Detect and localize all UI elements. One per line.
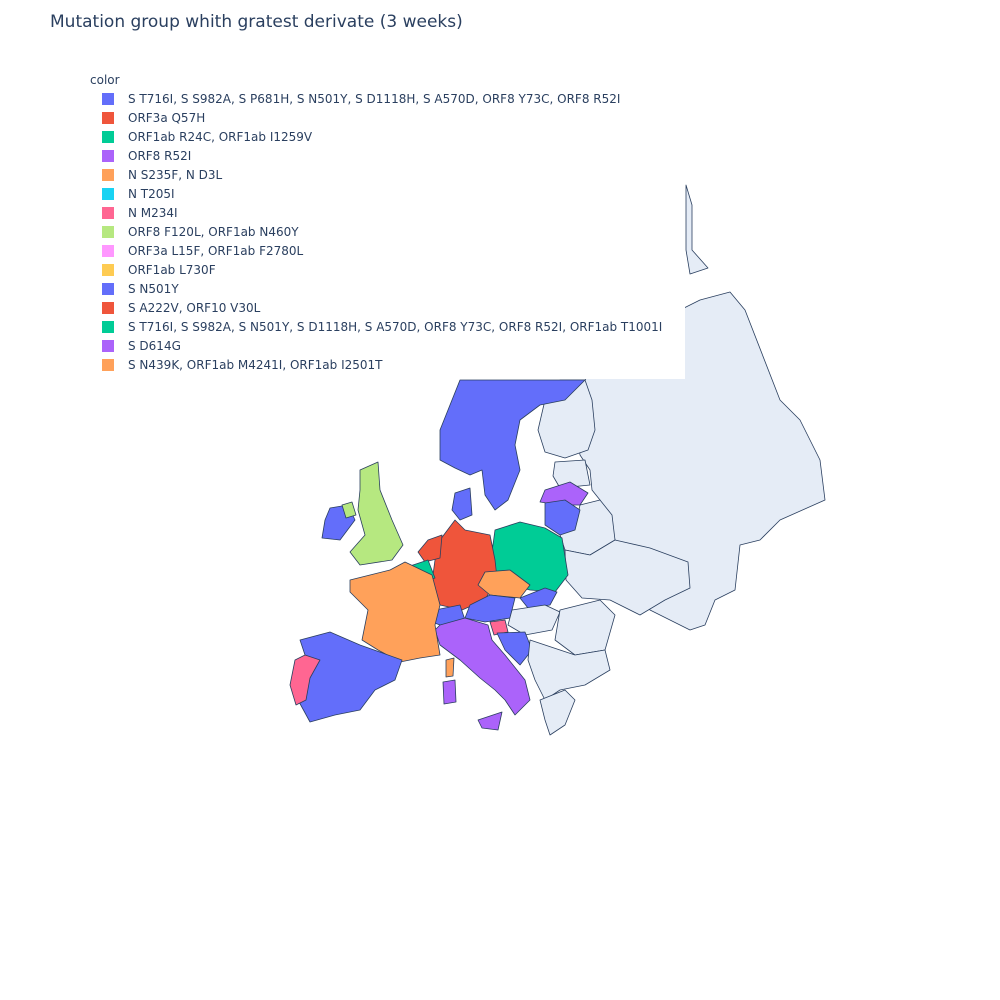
country-croatia[interactable]: [496, 631, 533, 666]
country-denmark[interactable]: [451, 487, 473, 521]
legend-item[interactable]: S A222V, ORF10 V30L: [102, 298, 260, 317]
country-sicily[interactable]: [477, 711, 503, 731]
legend-item[interactable]: S T716I, S S982A, S N501Y, S D1118H, S A…: [102, 317, 662, 336]
legend-label: ORF8 R52I: [128, 148, 192, 163]
legend-swatch: [102, 168, 114, 181]
legend-item[interactable]: N S235F, N D3L: [102, 165, 222, 184]
legend-swatch: [102, 339, 114, 352]
legend-label: ORF8 F120L, ORF1ab N460Y: [128, 224, 299, 239]
legend-swatch: [102, 263, 114, 276]
country-france[interactable]: [349, 561, 441, 663]
legend-label: S A222V, ORF10 V30L: [128, 300, 261, 315]
legend-swatch: [102, 92, 114, 105]
legend-item[interactable]: N T205I: [102, 184, 175, 203]
legend-label: ORF3a L15F, ORF1ab F2780L: [128, 243, 304, 258]
legend-swatch: [102, 111, 114, 124]
legend-item[interactable]: ORF8 F120L, ORF1ab N460Y: [102, 222, 299, 241]
country-slovenia[interactable]: [489, 619, 509, 636]
legend-swatch: [102, 225, 114, 238]
country-balkans[interactable]: [527, 639, 611, 701]
legend-label: ORF1ab L730F: [128, 262, 216, 277]
legend[interactable]: color S T716I, S S982A, S P681H, S N501Y…: [85, 68, 685, 379]
legend-title: color: [90, 73, 120, 87]
legend-swatch: [102, 358, 114, 371]
legend-item[interactable]: ORF3a L15F, ORF1ab F2780L: [102, 241, 303, 260]
country-northern-ireland[interactable]: [341, 501, 357, 519]
country-italy[interactable]: [434, 617, 531, 716]
country-portugal[interactable]: [289, 654, 321, 706]
legend-label: N T205I: [128, 186, 175, 201]
country-netherlands[interactable]: [417, 534, 443, 563]
legend-label: S T716I, S S982A, S N501Y, S D1118H, S A…: [128, 319, 663, 334]
legend-item[interactable]: ORF1ab L730F: [102, 260, 216, 279]
legend-label: ORF1ab R24C, ORF1ab I1259V: [128, 129, 313, 144]
legend-label: N M234I: [128, 205, 178, 220]
legend-item[interactable]: S D614G: [102, 336, 181, 355]
country-kaliningrad-ly[interactable]: [544, 499, 581, 536]
country-slovakia[interactable]: [519, 587, 558, 609]
legend-swatch: [102, 282, 114, 295]
legend-item[interactable]: ORF3a Q57H: [102, 108, 205, 127]
country-scandinavia[interactable]: [439, 379, 586, 511]
country-lithuania[interactable]: [539, 481, 589, 506]
legend-item[interactable]: S N501Y: [102, 279, 179, 298]
country-novaya-zemlya[interactable]: [685, 184, 709, 275]
legend-swatch: [102, 187, 114, 200]
country-corsica[interactable]: [445, 657, 455, 678]
country-romania[interactable]: [554, 599, 616, 656]
legend-swatch: [102, 244, 114, 257]
legend-swatch: [102, 206, 114, 219]
legend-label: S T716I, S S982A, S P681H, S N501Y, S D1…: [128, 91, 621, 106]
legend-label: N S235F, N D3L: [128, 167, 223, 182]
country-greece[interactable]: [539, 689, 576, 736]
legend-label: S N501Y: [128, 281, 179, 296]
legend-item[interactable]: N M234I: [102, 203, 178, 222]
legend-swatch: [102, 320, 114, 333]
legend-item[interactable]: ORF1ab R24C, ORF1ab I1259V: [102, 127, 312, 146]
legend-label: ORF3a Q57H: [128, 110, 206, 125]
map-title: Mutation group whith gratest derivate (3…: [50, 12, 463, 32]
legend-label: S N439K, ORF1ab M4241I, ORF1ab I2501T: [128, 357, 383, 372]
legend-item[interactable]: S N439K, ORF1ab M4241I, ORF1ab I2501T: [102, 355, 383, 374]
country-great-britain[interactable]: [349, 461, 404, 566]
country-ukraine[interactable]: [564, 539, 691, 616]
legend-item[interactable]: S T716I, S S982A, S P681H, S N501Y, S D1…: [102, 89, 620, 108]
country-sardinia[interactable]: [442, 679, 457, 705]
legend-swatch: [102, 149, 114, 162]
legend-item[interactable]: ORF8 R52I: [102, 146, 191, 165]
country-hungary[interactable]: [507, 604, 561, 636]
legend-swatch: [102, 301, 114, 314]
legend-label: S D614G: [128, 338, 181, 353]
legend-swatch: [102, 130, 114, 143]
